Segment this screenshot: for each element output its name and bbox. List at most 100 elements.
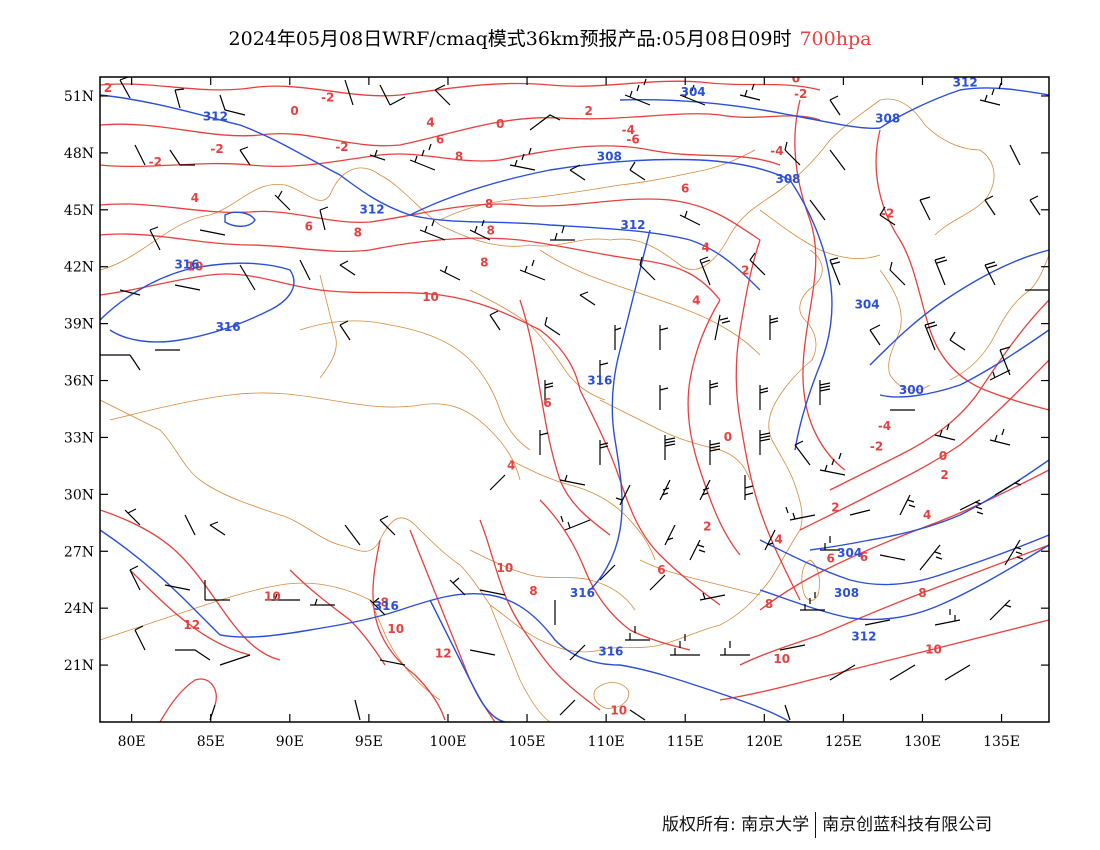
wind-barb (174, 88, 185, 109)
wind-barb (129, 565, 141, 591)
lon-tick-label: 85E (197, 734, 225, 750)
wind-barb (984, 261, 998, 286)
wind-barb (354, 699, 361, 721)
map-layers: 20-2-2-2-246 81010846802-4-68860-2-4-2424… (100, 72, 1049, 722)
boundary-lines (100, 98, 1049, 722)
temperature-contour-label: 8 (455, 149, 463, 163)
wind-barb (820, 536, 840, 551)
wind-barb (529, 114, 561, 131)
temperature-contour-label: 10 (422, 290, 439, 304)
temperature-contour-label: 6 (436, 132, 444, 146)
temperature-contour-label: 12 (183, 618, 200, 632)
height-contour-label: 308 (775, 172, 800, 186)
temp-contour (100, 198, 761, 241)
copyright-separator (815, 812, 817, 838)
temperature-labels: 20-2-2-2-246 81010846802-4-68860-2-4-2424… (104, 72, 949, 717)
temperature-contour-label: 0 (792, 72, 800, 86)
wind-barb (819, 452, 846, 476)
height-contour (759, 534, 1049, 586)
wind-barb (879, 206, 896, 226)
height-contour-label: 300 (899, 383, 924, 397)
wind-barb (319, 206, 329, 231)
wind-barb (219, 654, 251, 666)
wind-barb (670, 634, 700, 656)
lat-tick-label: 30N (64, 487, 94, 503)
wind-barb (759, 385, 769, 410)
wind-barb (809, 199, 826, 221)
temperature-contour-label: 0 (496, 117, 504, 131)
wind-barb (934, 256, 948, 286)
temperature-contour-label: 8 (354, 225, 362, 239)
chart-title: 2024年05月08日WRF/cmaq模式36km预报产品:05月08日09时 7… (0, 24, 1100, 51)
temp-contour (372, 539, 446, 721)
temperature-contour-label: 2 (104, 81, 112, 95)
wind-barb (174, 284, 201, 291)
height-contour-label: 312 (953, 75, 978, 89)
wind-barb (899, 494, 916, 516)
northeast-boundary (759, 209, 881, 260)
temp-contour (159, 678, 217, 722)
temperature-contour-label: -6 (626, 132, 639, 146)
temperature-contour-label: 2 (831, 500, 839, 514)
temperature-contour-label: 4 (191, 191, 199, 205)
wind-barb (629, 161, 646, 181)
height-contour-label: 316 (587, 373, 612, 387)
wind-barb (699, 256, 711, 286)
wind-barb (679, 84, 706, 106)
lat-tick-label: 42N (64, 260, 94, 276)
wind-barb (889, 664, 916, 681)
temperature-contour-label: -2 (794, 87, 807, 101)
wind-barb (469, 649, 496, 656)
wind-barbs (100, 77, 1049, 721)
map-frame (99, 76, 1050, 723)
lon-tick-label: 115E (667, 734, 704, 750)
wind-barb (784, 141, 801, 166)
height-contour (100, 262, 295, 343)
temp-contour (100, 145, 781, 168)
china-coast (768, 249, 823, 486)
height-contour-label: 308 (834, 586, 859, 600)
height-contour (429, 599, 506, 722)
wind-barb (924, 321, 938, 351)
temperature-contour-label: 6 (827, 552, 835, 566)
hainan-outline (593, 682, 630, 709)
wind-barb (544, 316, 561, 336)
wind-barb (559, 699, 576, 716)
temp-contour (519, 299, 611, 536)
wind-barb (889, 261, 906, 286)
wind-barb (659, 479, 671, 501)
wind-barb (344, 524, 361, 546)
wind-barb (919, 544, 943, 571)
temperature-contour-label: 4 (692, 294, 700, 308)
lon-tick-label: 130E (904, 734, 941, 750)
indochina-boundary (489, 604, 551, 722)
wind-barb (175, 649, 211, 661)
temperature-contour-label: 10 (387, 622, 404, 636)
temperature-contour-label: 0 (290, 104, 298, 118)
lon-tick-label: 100E (429, 734, 466, 750)
wind-barb (829, 95, 841, 116)
wind-barb (1029, 195, 1041, 216)
wind-barb (699, 479, 711, 501)
china-border-west (100, 399, 491, 606)
wind-barb (994, 479, 1022, 496)
wind-barb (100, 354, 141, 371)
temperature-contour-label: 6 (543, 396, 551, 410)
wind-barb (550, 225, 575, 241)
wind-barb (369, 149, 386, 161)
height-contour-label: 312 (203, 110, 228, 124)
height-contour (100, 529, 221, 636)
wind-barb (744, 475, 754, 500)
temp-contour (579, 389, 721, 606)
wind-barb (419, 219, 446, 241)
height-contour-label: 316 (570, 586, 595, 600)
wind-barb (199, 229, 226, 236)
wind-barb (749, 252, 766, 276)
wind-barb (785, 506, 816, 521)
tibet-boundary (109, 392, 521, 481)
wind-barb (449, 577, 466, 596)
wind-barb (689, 539, 706, 561)
china-border-north (100, 98, 995, 271)
wind-barb (119, 289, 141, 296)
wind-barb (339, 260, 356, 276)
